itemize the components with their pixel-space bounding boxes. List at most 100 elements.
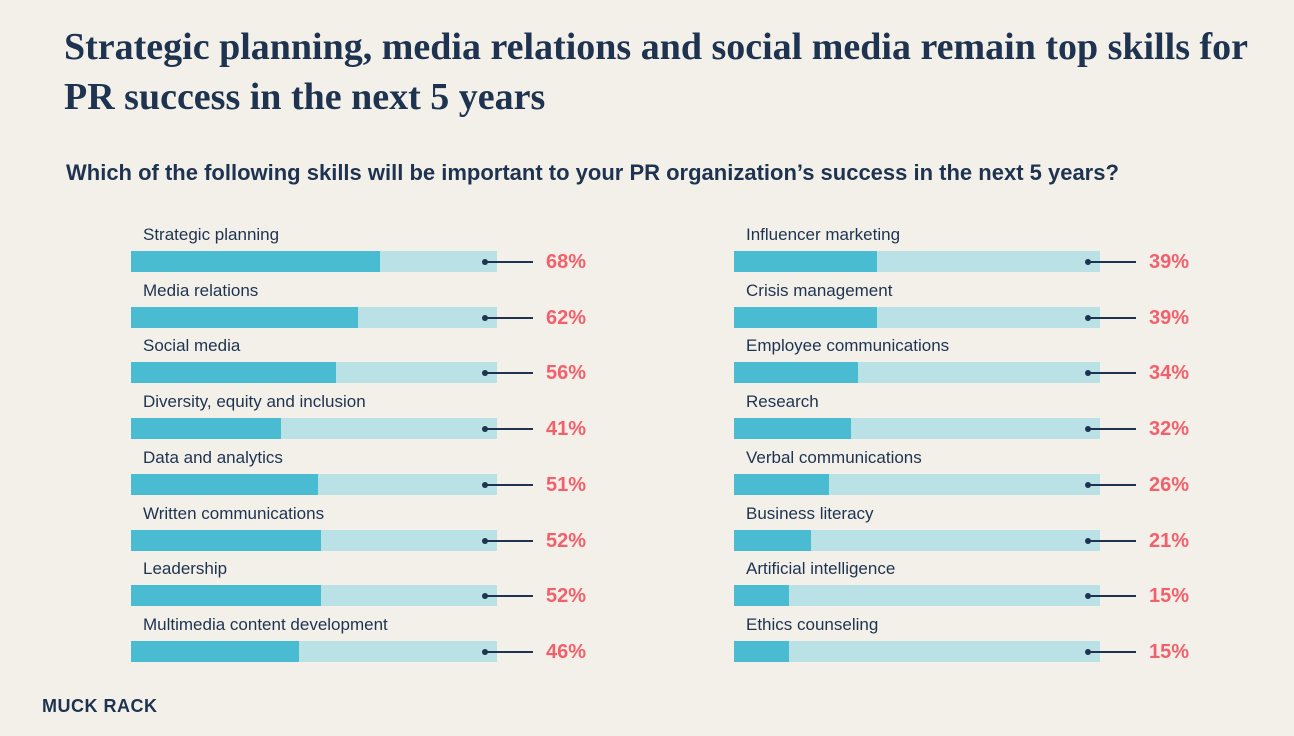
bar-label: Social media bbox=[143, 336, 241, 356]
bar-label: Ethics counseling bbox=[746, 614, 879, 634]
bar-value-label: 52% bbox=[545, 585, 587, 608]
bar-label: Employee communications bbox=[746, 336, 950, 356]
bar bbox=[131, 640, 300, 662]
leader-line bbox=[1090, 372, 1136, 375]
chart-column-left: Strategic planning 68% Media relations 62% S… bbox=[131, 222, 631, 672]
bar bbox=[131, 251, 380, 272]
bar-track bbox=[734, 251, 1100, 272]
bar-label: Diversity, equity and inclusion bbox=[143, 392, 366, 412]
bar-value-label: 52% bbox=[545, 529, 587, 552]
bar bbox=[734, 306, 877, 328]
leader-line bbox=[1090, 539, 1136, 542]
bar bbox=[734, 473, 830, 495]
bar-value-label: 39% bbox=[1148, 306, 1190, 329]
bar bbox=[131, 529, 322, 551]
bar-track bbox=[734, 640, 1100, 662]
bar bbox=[734, 418, 852, 440]
brand-logo: MUCK RACK bbox=[42, 696, 158, 716]
leader-line bbox=[487, 316, 533, 319]
bar-track bbox=[734, 418, 1100, 440]
leader-line bbox=[487, 483, 533, 486]
bar-track bbox=[734, 362, 1100, 384]
leader-line bbox=[487, 372, 533, 375]
bar-label: Verbal communications bbox=[746, 447, 922, 467]
leader-line bbox=[487, 428, 533, 431]
leader-line bbox=[487, 595, 533, 598]
bar-row: Employee communications 34% bbox=[734, 333, 1234, 389]
bar-value-label: 34% bbox=[1148, 362, 1190, 385]
bar-value-label: 32% bbox=[1148, 418, 1190, 441]
bar-row: Business literacy 21% bbox=[734, 501, 1234, 557]
bar-row: Diversity, equity and inclusion 41% bbox=[131, 389, 631, 445]
bar-track bbox=[131, 640, 497, 662]
bar bbox=[734, 362, 859, 384]
leader-line bbox=[1090, 261, 1136, 263]
bar-value-label: 39% bbox=[1148, 251, 1190, 273]
bar-track bbox=[131, 529, 497, 551]
bar-row: Multimedia content development 46% bbox=[131, 612, 631, 668]
bar-label: Data and analytics bbox=[143, 447, 283, 467]
leader-dot bbox=[1085, 593, 1091, 600]
leader-line bbox=[1090, 428, 1136, 431]
bar-row: Data and analytics 51% bbox=[131, 445, 631, 501]
bar-label: Leadership bbox=[143, 559, 228, 579]
bar-row: Media relations 62% bbox=[131, 278, 631, 334]
bar-value-label: 41% bbox=[545, 418, 587, 441]
bar-label: Influencer marketing bbox=[746, 225, 901, 244]
bar-value-label: 56% bbox=[545, 362, 587, 385]
leader-dot bbox=[1085, 314, 1091, 321]
bar-label: Strategic planning bbox=[143, 225, 280, 244]
bar-track bbox=[131, 585, 497, 607]
bar bbox=[131, 473, 318, 495]
bar-label: Written communications bbox=[143, 503, 325, 523]
leader-line bbox=[1090, 316, 1136, 319]
bar-row: Artificial intelligence 15% bbox=[734, 556, 1234, 612]
bar-value-label: 62% bbox=[545, 306, 587, 329]
leader-line bbox=[1090, 650, 1136, 653]
bar-row: Social media 56% bbox=[131, 333, 631, 389]
leader-dot bbox=[1085, 481, 1091, 488]
bar-track bbox=[734, 529, 1100, 551]
leader-dot bbox=[482, 481, 488, 488]
chart-subtitle: Which of the following skills will be im… bbox=[66, 160, 1119, 185]
bar bbox=[131, 362, 336, 384]
leader-dot bbox=[1085, 259, 1091, 265]
bar-track bbox=[131, 306, 497, 328]
bar-value-label: 46% bbox=[545, 640, 587, 663]
bar-value-label: 15% bbox=[1148, 640, 1190, 663]
bar bbox=[131, 306, 358, 328]
bar-label: Artificial intelligence bbox=[746, 559, 896, 579]
bar-row: Written communications 52% bbox=[131, 501, 631, 557]
leader-dot bbox=[1085, 648, 1091, 655]
leader-dot bbox=[482, 537, 488, 544]
bar-track bbox=[131, 362, 497, 384]
bar-track bbox=[131, 251, 497, 272]
leader-dot bbox=[482, 259, 488, 265]
leader-line bbox=[487, 261, 533, 263]
bar bbox=[131, 585, 322, 607]
bar-track bbox=[734, 585, 1100, 607]
bar-value-label: 26% bbox=[1148, 473, 1190, 496]
leader-dot bbox=[482, 648, 488, 655]
bar-value-label: 15% bbox=[1148, 585, 1190, 608]
leader-dot bbox=[482, 593, 488, 600]
bar bbox=[734, 640, 789, 662]
leader-line bbox=[487, 539, 533, 542]
bar-track bbox=[734, 473, 1100, 495]
bar-row: Verbal communications 26% bbox=[734, 445, 1234, 501]
bar-label: Crisis management bbox=[746, 280, 893, 300]
leader-dot bbox=[1085, 370, 1091, 377]
leader-dot bbox=[482, 426, 488, 433]
chart-title: Strategic planning, media relations and … bbox=[64, 26, 1248, 118]
bar-row: Leadership 52% bbox=[131, 556, 631, 612]
bar-value-label: 21% bbox=[1148, 529, 1190, 552]
bar bbox=[131, 418, 282, 440]
bar bbox=[734, 585, 789, 607]
chart-column-right: Influencer marketing 39% Crisis management… bbox=[734, 222, 1234, 672]
bar-label: Research bbox=[746, 392, 819, 412]
leader-dot bbox=[482, 370, 488, 377]
leader-line bbox=[1090, 483, 1136, 486]
bar bbox=[734, 251, 877, 272]
bar-value-label: 68% bbox=[545, 251, 587, 273]
bar bbox=[734, 529, 811, 551]
